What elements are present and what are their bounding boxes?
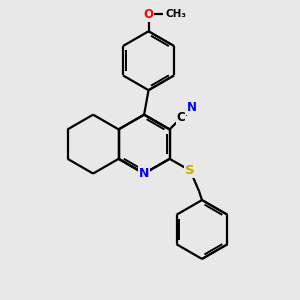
Text: O: O (143, 8, 154, 21)
Text: S: S (185, 164, 195, 177)
Text: C: C (177, 111, 185, 124)
Text: N: N (187, 101, 196, 114)
Text: CH₃: CH₃ (166, 9, 187, 19)
Text: N: N (139, 167, 149, 180)
